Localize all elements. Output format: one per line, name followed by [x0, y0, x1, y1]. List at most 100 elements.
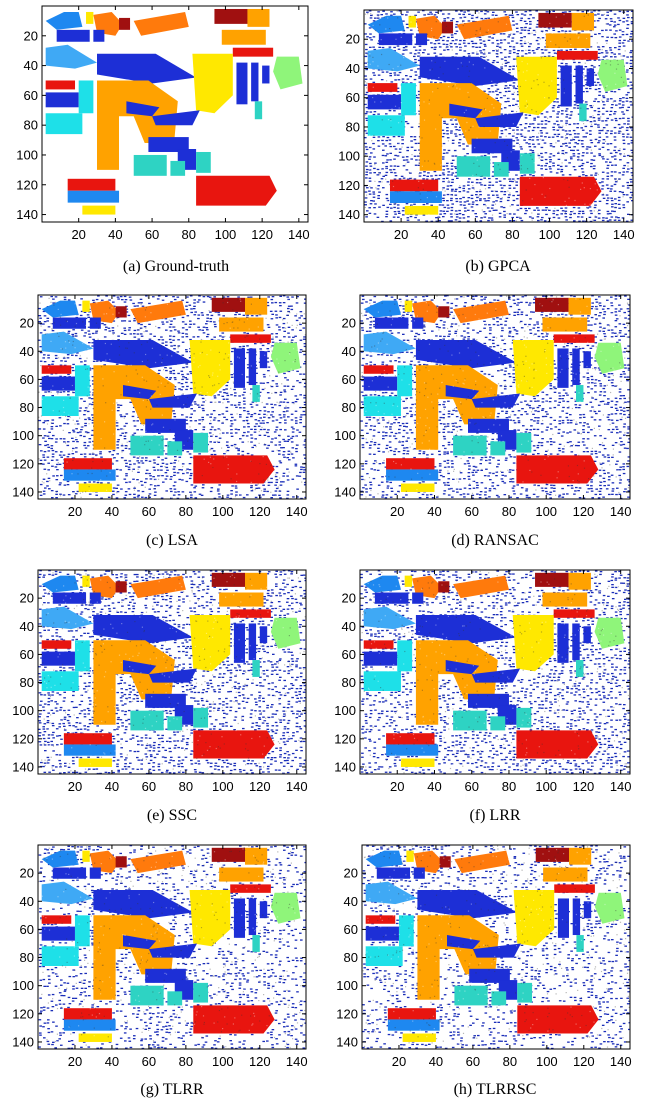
speckle — [450, 159, 452, 161]
speckle — [597, 36, 599, 39]
noise-pixel — [606, 172, 610, 174]
speckle — [589, 157, 591, 159]
noise-pixel — [594, 14, 597, 16]
noise-pixel — [528, 45, 531, 48]
noise-pixel — [576, 136, 580, 138]
speckle — [582, 30, 584, 32]
speckle — [364, 206, 366, 209]
noise-pixel — [185, 363, 189, 365]
noise-pixel — [274, 301, 278, 304]
noise-pixel — [230, 376, 234, 378]
speckle — [374, 145, 376, 147]
noise-pixel — [499, 184, 503, 186]
noise-pixel — [537, 154, 541, 157]
noise-pixel — [618, 29, 622, 31]
speckle — [395, 202, 397, 204]
speckle — [414, 75, 416, 78]
noise-pixel — [454, 190, 457, 192]
speckle — [365, 155, 367, 157]
speckle — [546, 49, 549, 51]
speckle — [614, 72, 616, 74]
noise-pixel — [66, 354, 70, 356]
noise-pixel — [577, 139, 581, 142]
noise-pixel — [364, 55, 368, 58]
noise-pixel — [561, 110, 564, 112]
noise-pixel — [586, 48, 589, 51]
noise-pixel — [626, 69, 629, 71]
noise-pixel — [582, 212, 585, 215]
noise-pixel — [129, 401, 132, 403]
speckle — [467, 199, 469, 201]
noise-pixel — [266, 382, 270, 384]
noise-pixel — [557, 164, 560, 166]
noise-pixel — [380, 79, 384, 81]
noise-pixel — [589, 116, 592, 118]
speckle — [394, 77, 396, 79]
region-teal — [133, 154, 167, 176]
noise-pixel — [556, 77, 560, 79]
noise-pixel — [607, 197, 610, 199]
panel-caption: (a) Ground-truth — [123, 258, 229, 275]
noise-pixel — [413, 155, 417, 157]
noise-pixel — [303, 363, 306, 365]
noise-pixel — [569, 133, 572, 136]
noise-pixel — [516, 142, 519, 144]
speckle — [383, 73, 385, 75]
noise-pixel — [560, 168, 564, 171]
noise-pixel — [601, 113, 605, 115]
noise-pixel — [463, 201, 467, 203]
noise-pixel — [193, 305, 196, 307]
noise-pixel — [462, 20, 465, 22]
speckle — [364, 100, 366, 102]
noise-pixel — [397, 48, 401, 50]
noise-pixel — [516, 194, 520, 196]
noise-pixel — [610, 188, 613, 190]
speckle — [443, 29, 445, 31]
noise-pixel — [492, 50, 495, 52]
noise-pixel — [388, 110, 392, 112]
noise-pixel — [393, 145, 396, 148]
speckle — [503, 54, 506, 56]
noise-pixel — [552, 126, 555, 128]
speckle — [592, 110, 594, 112]
speckle — [410, 205, 413, 207]
speckle — [584, 203, 586, 205]
noise-pixel — [233, 347, 237, 349]
noise-pixel — [194, 403, 197, 405]
x-tick-label: 100 — [215, 227, 237, 242]
noise-pixel — [516, 178, 520, 180]
noise-pixel — [267, 342, 270, 345]
noise-pixel — [230, 374, 234, 376]
noise-pixel — [605, 50, 608, 52]
noise-pixel — [520, 129, 524, 131]
noise-pixel — [605, 55, 608, 57]
noise-pixel — [528, 114, 532, 116]
speckle — [390, 126, 392, 128]
noise-pixel — [165, 321, 169, 323]
speckle — [590, 45, 592, 47]
noise-pixel — [430, 42, 433, 44]
noise-pixel — [549, 161, 552, 163]
noise-pixel — [521, 50, 524, 52]
speckle — [564, 32, 566, 34]
noise-pixel — [91, 342, 94, 344]
noise-pixel — [467, 20, 471, 22]
speckle — [506, 144, 508, 146]
speckle — [604, 140, 607, 142]
speckle — [433, 36, 435, 38]
speckle — [589, 188, 591, 190]
noise-pixel — [483, 203, 486, 206]
noise-pixel — [459, 46, 462, 49]
noise-pixel — [180, 389, 183, 391]
region-orange — [247, 8, 270, 27]
noise-pixel — [521, 55, 524, 57]
noise-pixel — [533, 209, 536, 211]
noise-pixel — [66, 423, 70, 425]
speckle — [538, 157, 540, 159]
noise-pixel — [589, 220, 593, 222]
noise-pixel — [511, 204, 514, 206]
speckle — [526, 175, 528, 177]
speckle — [526, 215, 528, 217]
noise-pixel — [287, 298, 290, 301]
noise-pixel — [263, 376, 266, 378]
